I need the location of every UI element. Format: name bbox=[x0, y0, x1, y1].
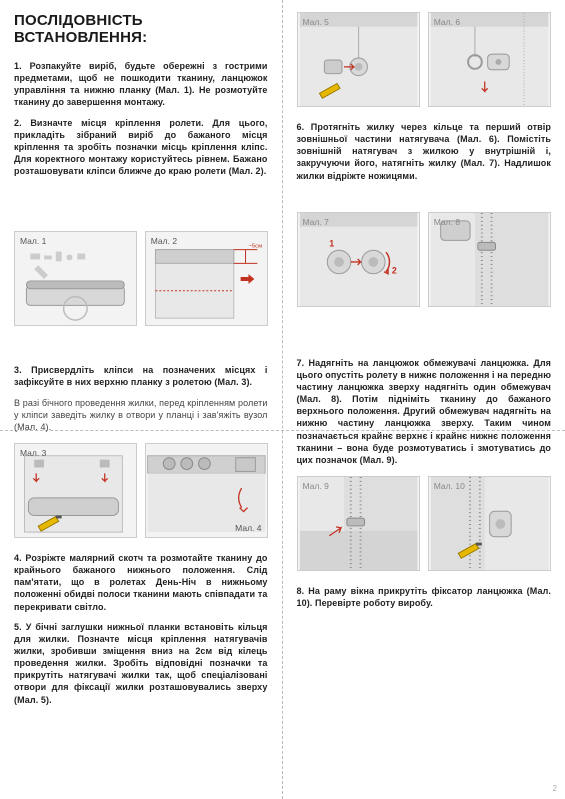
svg-text:2: 2 bbox=[391, 265, 396, 275]
figure-row-7-8: Мал. 7 1 2 Мал. 8 bbox=[297, 212, 552, 307]
step-7-text: 7. Надягніть на ланцюжок обмежувачі ланц… bbox=[297, 357, 552, 466]
figure-6: Мал. 6 bbox=[428, 12, 551, 107]
figure-4: Мал. 4 bbox=[145, 443, 268, 538]
figure-1-label: Мал. 1 bbox=[20, 236, 46, 246]
page-title: ПОСЛІДОВНІСТЬ ВСТАНОВЛЕННЯ: bbox=[14, 12, 268, 46]
step-3-text: 3. Присвердліть кліпси на позначених міс… bbox=[14, 364, 268, 388]
figure-5: Мал. 5 bbox=[297, 12, 420, 107]
page-container: ПОСЛІДОВНІСТЬ ВСТАНОВЛЕННЯ: 1. Розпакуйт… bbox=[0, 0, 565, 799]
figure-6-label: Мал. 6 bbox=[434, 17, 460, 27]
step-1-text: 1. Розпакуйте виріб, будьте обережні з г… bbox=[14, 60, 268, 109]
figure-7: Мал. 7 1 2 bbox=[297, 212, 420, 307]
step-2-text: 2. Визначте місця кріплення ролети. Для … bbox=[14, 117, 268, 178]
figure-3: Мал. 3 bbox=[14, 443, 137, 538]
left-column: ПОСЛІДОВНІСТЬ ВСТАНОВЛЕННЯ: 1. Розпакуйт… bbox=[0, 0, 283, 799]
step-8-text: 8. На раму вікна прикрутіть фіксатор лан… bbox=[297, 585, 552, 609]
svg-text:~5см: ~5см bbox=[248, 244, 262, 250]
figure-10-label: Мал. 10 bbox=[434, 481, 465, 491]
right-column: Мал. 5 Мал. 6 bbox=[283, 0, 565, 799]
figure-10: Мал. 10 bbox=[428, 476, 551, 571]
step-6-text: 6. Протягніть жилку через кільце та перш… bbox=[297, 121, 552, 182]
step-5-text: 5. У бічні заглушки нижньої планки встан… bbox=[14, 621, 268, 706]
figure-row-1-2: Мал. 1 Мал. 2 bbox=[14, 231, 268, 326]
figure-9: Мал. 9 bbox=[297, 476, 420, 571]
figure-1: Мал. 1 bbox=[14, 231, 137, 326]
step-4-text: 4. Розріжте малярний скотч та розмотайте… bbox=[14, 552, 268, 613]
figure-2: Мал. 2 ~5см bbox=[145, 231, 268, 326]
page-number: 2 bbox=[553, 784, 557, 793]
figure-2-label: Мал. 2 bbox=[151, 236, 177, 246]
figure-5-label: Мал. 5 bbox=[303, 17, 329, 27]
figure-row-5-6: Мал. 5 Мал. 6 bbox=[297, 12, 552, 107]
figure-9-label: Мал. 9 bbox=[303, 481, 329, 491]
step-3b-text: В разі бічного проведення жилки, перед к… bbox=[14, 397, 268, 433]
figure-row-9-10: Мал. 9 Мал. 10 bbox=[297, 476, 552, 571]
figure-7-label: Мал. 7 bbox=[303, 217, 329, 227]
figure-8: Мал. 8 bbox=[428, 212, 551, 307]
figure-8-label: Мал. 8 bbox=[434, 217, 460, 227]
figure-4-label: Мал. 4 bbox=[235, 523, 261, 533]
svg-text:1: 1 bbox=[329, 238, 334, 248]
figure-row-3-4: Мал. 3 Мал. 4 bbox=[14, 443, 268, 538]
figure-3-label: Мал. 3 bbox=[20, 448, 46, 458]
